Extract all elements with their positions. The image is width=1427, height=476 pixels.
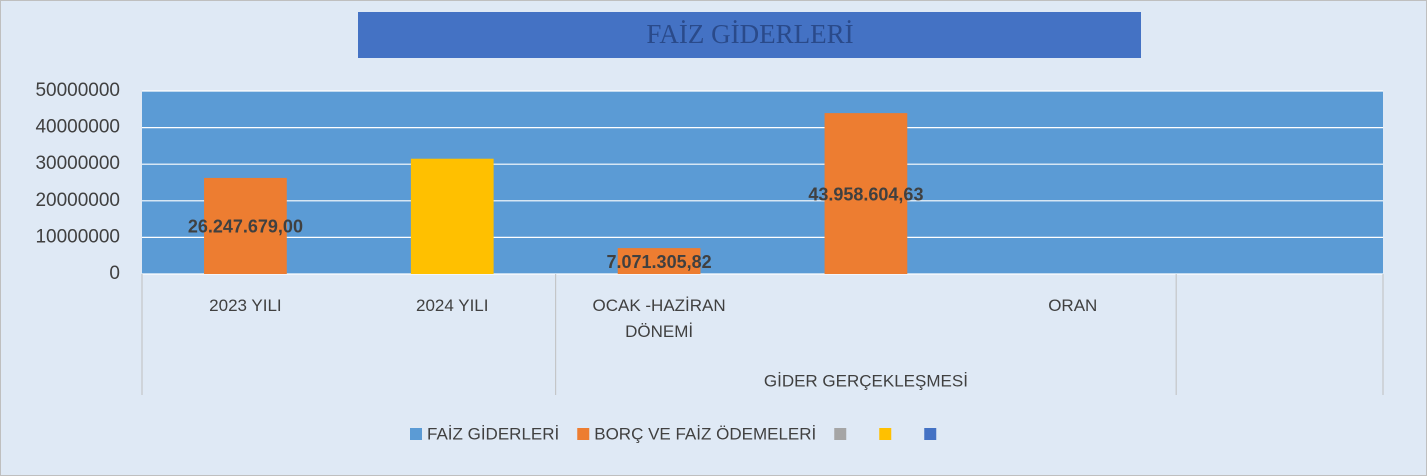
legend-swatch bbox=[410, 428, 422, 440]
y-tick-label: 0 bbox=[109, 263, 120, 284]
data-label: 7.071.305,82 bbox=[607, 252, 712, 272]
legend-swatch bbox=[879, 428, 892, 440]
x-tick-label: ORAN bbox=[1048, 296, 1098, 315]
bar bbox=[824, 113, 908, 274]
x-tick-label: OCAK -HAZİRAN DÖNEMİ bbox=[592, 296, 726, 341]
legend-swatch bbox=[924, 428, 937, 440]
legend-label: BORÇ VE FAİZ ÖDEMELERİ bbox=[594, 424, 816, 443]
bar bbox=[204, 177, 287, 274]
x-tick-label: 2023 YILI bbox=[209, 296, 282, 315]
x-tick-label: 2024 YILI bbox=[416, 296, 489, 315]
data-label: 26.247.679,00 bbox=[188, 217, 303, 237]
y-tick-label: 20000000 bbox=[35, 190, 120, 211]
bar bbox=[617, 248, 701, 274]
legend-swatch bbox=[834, 428, 847, 440]
y-tick-label: 40000000 bbox=[35, 117, 120, 138]
bar bbox=[410, 158, 494, 274]
plot-area bbox=[142, 91, 1383, 274]
legend-swatch bbox=[577, 428, 590, 440]
data-label: 43.958.604,63 bbox=[808, 184, 923, 204]
y-tick-label: 30000000 bbox=[35, 153, 120, 174]
legend-label: FAİZ GİDERLERİ bbox=[427, 424, 559, 443]
chart-title: FAİZ GİDERLERİ bbox=[646, 19, 853, 49]
x-group-label: GİDER GERÇEKLEŞMESİ bbox=[764, 371, 968, 390]
y-tick-label: 50000000 bbox=[35, 80, 120, 101]
y-tick-label: 10000000 bbox=[35, 226, 120, 247]
title-box bbox=[358, 12, 1141, 58]
